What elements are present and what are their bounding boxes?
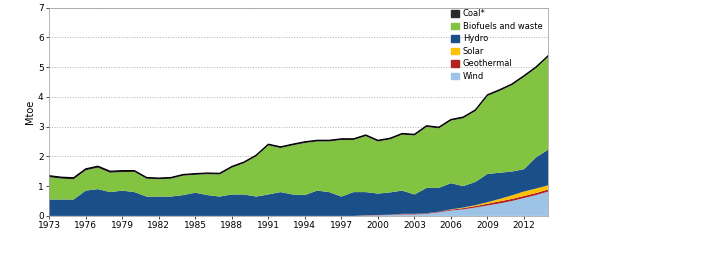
Y-axis label: Mtoe: Mtoe xyxy=(25,100,35,124)
Legend: Coal*, Biofuels and waste, Hydro, Solar, Geothermal, Wind: Coal*, Biofuels and waste, Hydro, Solar,… xyxy=(449,8,544,83)
